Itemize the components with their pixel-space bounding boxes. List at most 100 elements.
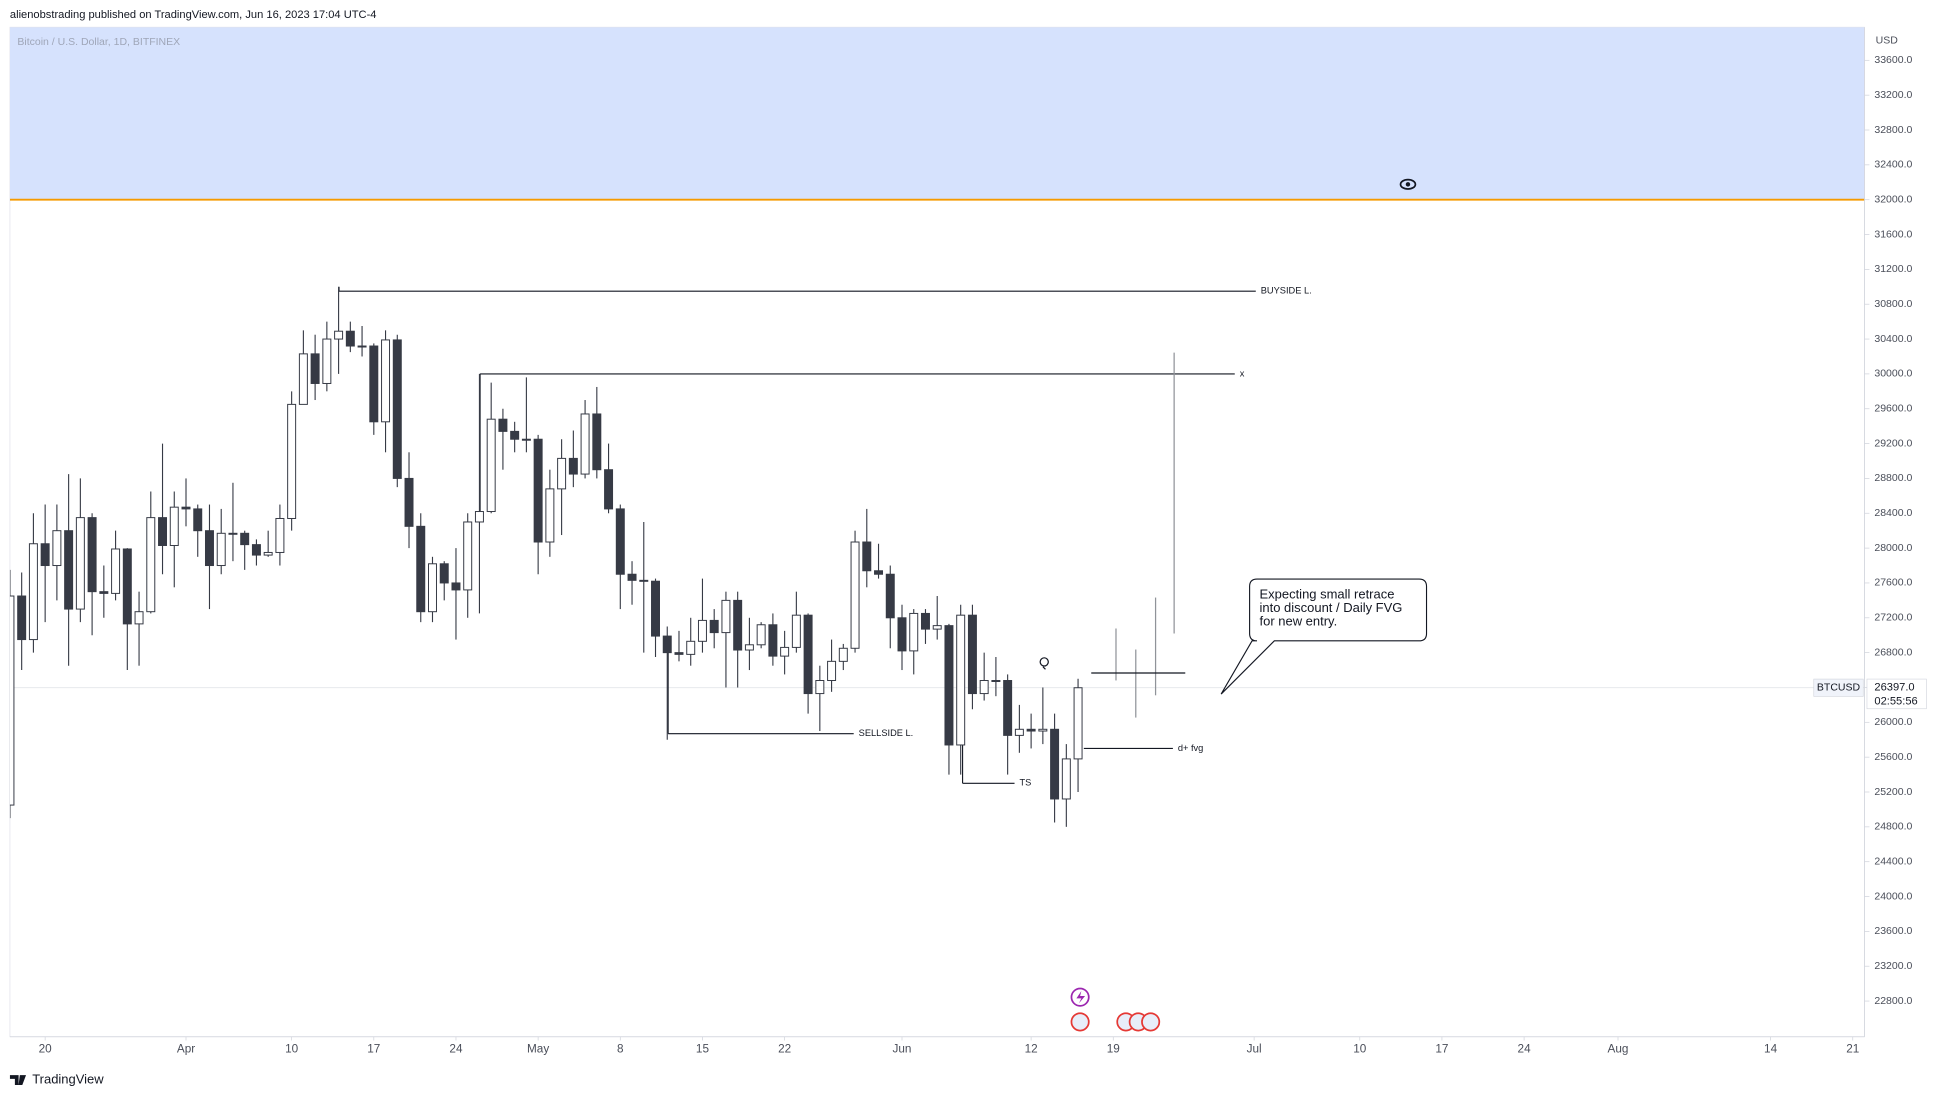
y-tick-label: 32000.0 (1874, 193, 1912, 205)
candle-body (768, 624, 778, 657)
x-tick-label: Jul (1247, 1042, 1262, 1055)
candle-body (111, 548, 121, 594)
candle-body (991, 680, 1001, 682)
candle-body (791, 614, 801, 648)
candle-body (193, 508, 203, 532)
x-tick-label: Aug (1608, 1042, 1629, 1055)
candle-body (158, 517, 168, 546)
candle-body (369, 345, 379, 423)
y-tick-label: 24400.0 (1874, 855, 1912, 867)
candle-body (979, 680, 989, 695)
candle-body (744, 644, 754, 651)
x-tick-label: Jun (893, 1042, 912, 1055)
candle-body (662, 635, 672, 654)
candle-body (181, 506, 191, 510)
candle-body (1073, 687, 1083, 760)
y-tick-label: 25200.0 (1874, 786, 1912, 798)
y-tick-label: 28400.0 (1874, 507, 1912, 519)
y-tick-label: 33600.0 (1874, 54, 1912, 66)
x-tick-label: Apr (177, 1042, 195, 1055)
y-tick-label: 26000.0 (1874, 716, 1912, 728)
footer-text: TradingView (32, 1072, 104, 1087)
candle-body (474, 511, 484, 523)
eye-icon (1399, 178, 1417, 190)
candle-body (9, 595, 15, 806)
candle-body (310, 353, 320, 384)
candle-body (803, 614, 813, 695)
x-tick-label: May (527, 1042, 549, 1055)
candle-body (275, 517, 285, 553)
x-tick-label: 8 (617, 1042, 624, 1055)
candle-body (850, 541, 860, 649)
candle-body (1050, 728, 1060, 800)
candle-body (651, 580, 660, 637)
candle-body (169, 506, 179, 546)
candle-body (639, 579, 649, 582)
candle-body (204, 530, 214, 567)
candle-body (334, 330, 344, 340)
annotation-label: SELLSIDE L. (859, 728, 914, 738)
candle-body (510, 430, 520, 440)
candle-body (592, 413, 602, 471)
candle-body (287, 403, 297, 519)
header: alienobstrading published on TradingView… (10, 9, 377, 21)
y-tick-label: 29200.0 (1874, 437, 1912, 449)
candle-body (404, 477, 414, 527)
x-tick-label: 22 (778, 1042, 791, 1055)
x-tick-label: 20 (39, 1042, 53, 1055)
x-tick-label: 10 (285, 1042, 299, 1055)
candle-body (780, 646, 790, 657)
y-tick-label: 31600.0 (1874, 228, 1912, 240)
symbol-label: BTCUSD (1817, 682, 1861, 694)
candle-body (498, 418, 508, 432)
candle-body (322, 338, 332, 384)
candle-body (451, 582, 461, 591)
candle-body (874, 570, 884, 575)
candle-body (416, 525, 426, 613)
projection-sketch (1091, 352, 1186, 718)
candle-body (533, 438, 543, 543)
annotation-label: TS (1019, 778, 1031, 788)
x-tick-label: 17 (1435, 1042, 1448, 1055)
candle-body (216, 532, 226, 567)
countdown-label: 02:55:56 (1874, 695, 1917, 707)
candle-body (827, 660, 837, 682)
y-tick-label: 22800.0 (1874, 995, 1912, 1007)
plot (9, 27, 1865, 827)
annotation-label: x (1240, 368, 1245, 378)
candle-body (885, 573, 895, 619)
price-badge (1866, 678, 1927, 710)
candle-body (99, 591, 109, 594)
x-tick-label: 24 (1518, 1042, 1532, 1055)
candle-body (345, 330, 355, 347)
candle-body (87, 517, 97, 593)
candle-body (122, 548, 132, 625)
y-tick-label: 32800.0 (1874, 124, 1912, 136)
y-tick-label: 23200.0 (1874, 960, 1912, 972)
footer: TradingView (9, 1072, 104, 1087)
y-tick-label: 33200.0 (1874, 89, 1912, 101)
candle-body (392, 339, 402, 479)
candle-body (1061, 758, 1071, 800)
annotation-label: BUYSIDE L. (1261, 286, 1312, 296)
price-unit: USD (1876, 35, 1899, 47)
premium-zone (9, 27, 1865, 200)
annotation-label: d+ fvg (1178, 743, 1204, 753)
candle-body (580, 413, 590, 475)
y-tick-label: 27200.0 (1874, 612, 1912, 624)
y-tick-label: 30800.0 (1874, 298, 1912, 310)
candle-body (40, 543, 50, 567)
candle-body (486, 418, 496, 513)
candle-body (686, 640, 696, 655)
y-tick-label: 30400.0 (1874, 333, 1912, 345)
candle-body (967, 614, 977, 695)
candle-body (674, 652, 684, 655)
price-label: 26397.0 (1874, 682, 1914, 694)
candle-body (298, 353, 308, 405)
candle-body (944, 625, 954, 746)
candle-body (251, 544, 261, 556)
y-tick-label: 24800.0 (1874, 821, 1912, 833)
symbol-badge (1813, 678, 1864, 697)
